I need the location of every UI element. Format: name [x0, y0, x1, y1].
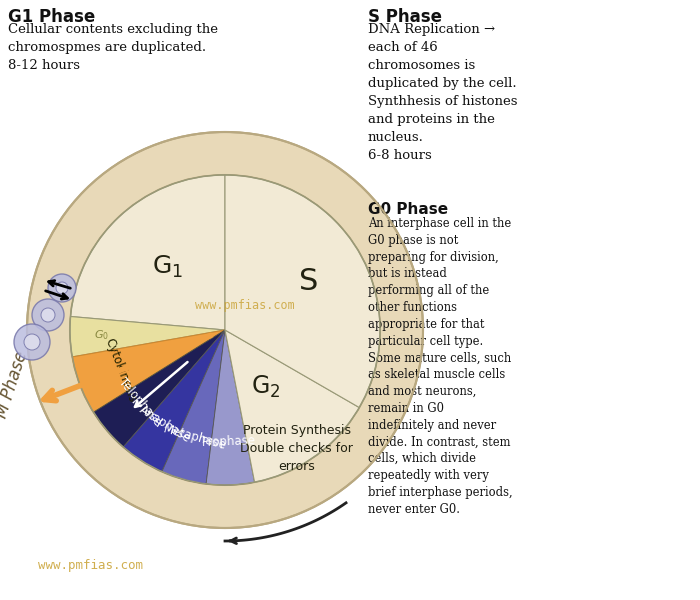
Circle shape	[24, 334, 40, 350]
Wedge shape	[27, 132, 423, 528]
Wedge shape	[94, 330, 225, 447]
Circle shape	[14, 324, 50, 360]
Circle shape	[56, 282, 68, 294]
Text: G1 Phase: G1 Phase	[8, 8, 95, 26]
Wedge shape	[225, 330, 359, 482]
Text: Protein Synthesis
Double checks for
errors: Protein Synthesis Double checks for erro…	[240, 424, 353, 473]
Wedge shape	[206, 330, 255, 485]
Text: S Phase: S Phase	[368, 8, 442, 26]
Text: M Phase: M Phase	[0, 349, 32, 421]
Wedge shape	[72, 330, 225, 412]
Text: www.pmfias.com: www.pmfias.com	[38, 559, 143, 571]
Text: An interphase cell in the
G0 phase is not
preparing for division,
but is instead: An interphase cell in the G0 phase is no…	[368, 217, 512, 515]
Text: G$_0$: G$_0$	[94, 329, 108, 343]
Text: S: S	[298, 268, 318, 296]
Text: G$_1$: G$_1$	[152, 254, 183, 280]
Text: Prophase: Prophase	[202, 434, 256, 449]
Text: G0 Phase: G0 Phase	[368, 202, 448, 217]
Wedge shape	[162, 330, 225, 484]
Text: DNA Replication →
each of 46
chromosomes is
duplicated by the cell.
Synthhesis o: DNA Replication → each of 46 chromosomes…	[368, 23, 517, 162]
Text: Cytokinesis: Cytokinesis	[103, 336, 139, 404]
Circle shape	[48, 274, 76, 302]
Circle shape	[70, 175, 380, 485]
Text: www.pmfias.com: www.pmfias.com	[195, 298, 295, 311]
Circle shape	[41, 308, 55, 322]
Text: Cellular contents excluding the
chromospmes are duplicated.
8-12 hours: Cellular contents excluding the chromosp…	[8, 23, 218, 72]
Text: Metaphase: Metaphase	[162, 422, 228, 452]
Wedge shape	[70, 316, 225, 357]
Wedge shape	[71, 175, 225, 330]
Text: Anaphase: Anaphase	[137, 403, 193, 445]
Text: G$_2$: G$_2$	[251, 374, 280, 400]
Text: Telophase: Telophase	[116, 376, 164, 429]
Wedge shape	[123, 330, 225, 472]
Circle shape	[32, 299, 64, 331]
Wedge shape	[225, 175, 380, 407]
